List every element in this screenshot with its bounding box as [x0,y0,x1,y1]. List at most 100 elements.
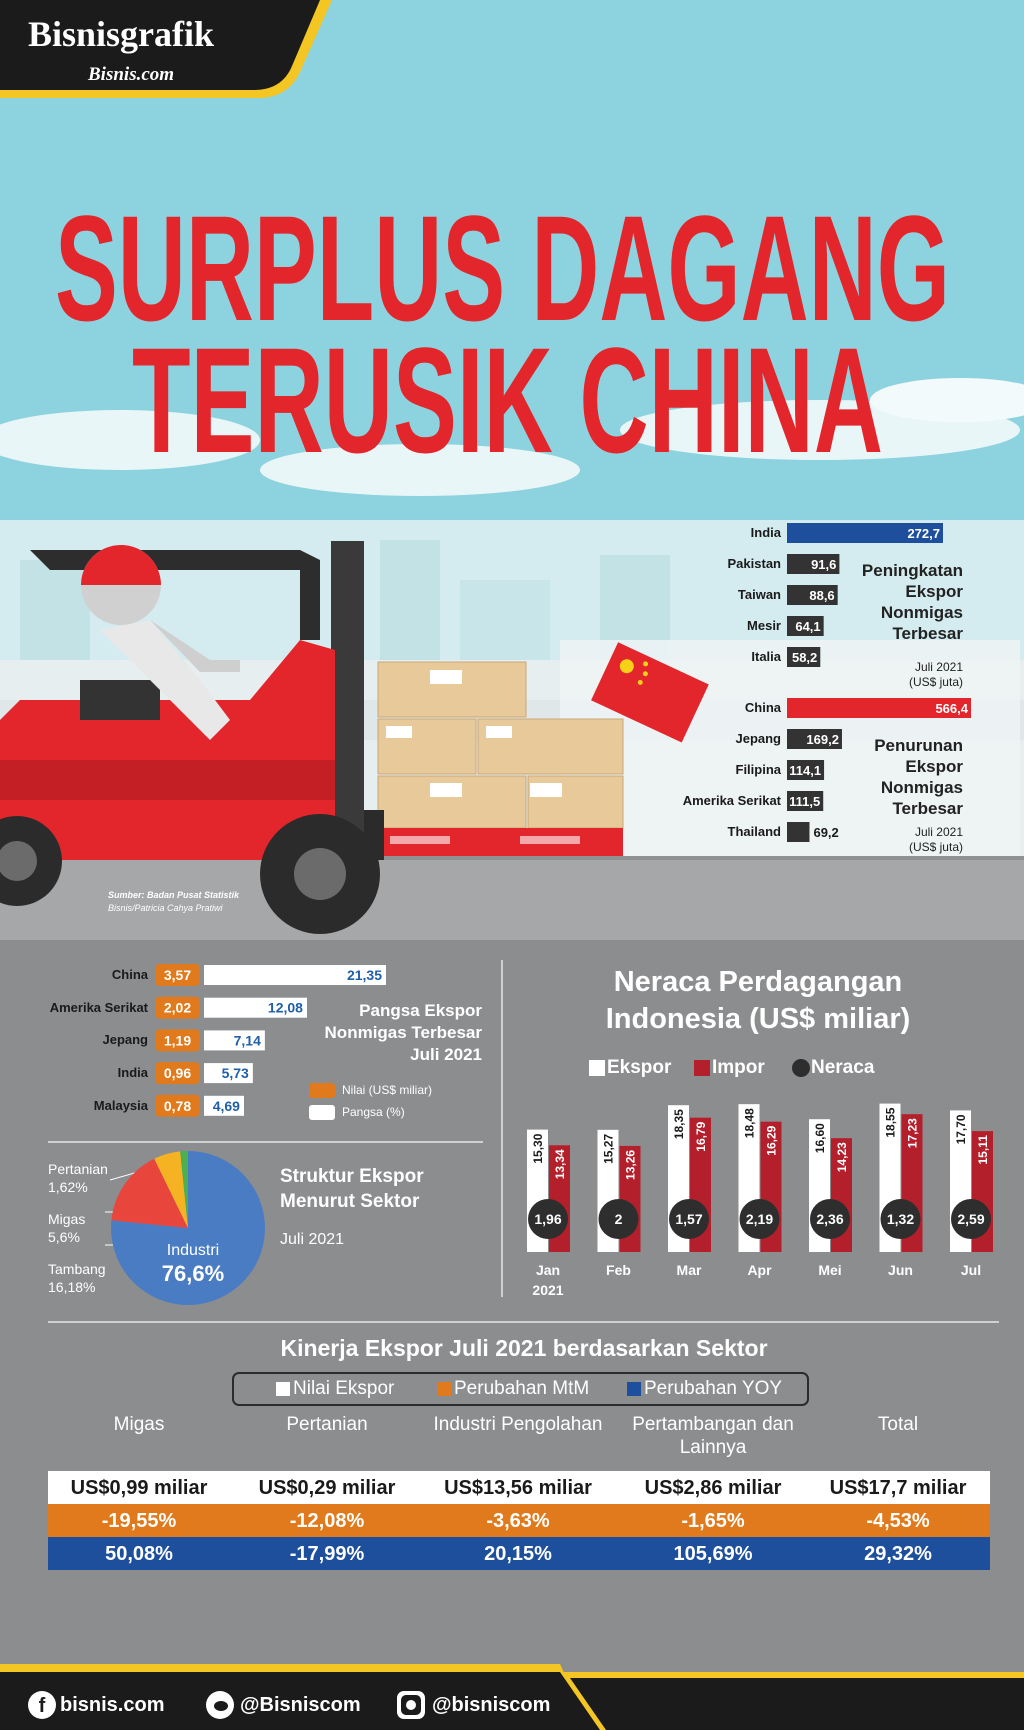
footer-bar-part [28,1691,56,1719]
value-label: 7,14 [234,1032,261,1048]
table-cell: -3,63% [486,1510,550,1532]
bar [156,1062,199,1085]
value-label: 1,96 [534,1211,561,1227]
brand-site: Bisnis.com [87,64,174,85]
value-label: 88,6 [809,588,834,603]
legend-marker [792,1059,810,1077]
category-label: Amerika Serikat [49,999,148,1015]
cargo-boxes-part [530,783,562,797]
category-label: Jul [960,1262,982,1278]
table-row [48,1537,990,1570]
forklift-part [0,760,335,800]
value-label: 64,1 [795,619,820,634]
balance-marker [951,1199,991,1239]
category-label: Mar [676,1262,702,1278]
ground-part [0,856,1024,860]
slice-value: 5,6% [48,1229,80,1245]
column-header: Total [877,1414,919,1435]
chart-subtitle: Juli 2021 [280,1231,345,1248]
bar [204,1095,244,1116]
value-label: 18,48 [743,1108,757,1138]
value-label: 2,02 [164,1000,191,1016]
chart-title: Pangsa Ekspor Nonmigas Terbesar Juli 202… [324,1001,482,1064]
value-label: 58,2 [792,650,817,665]
footer-bar-part [214,1701,228,1711]
value-label: 3,57 [164,967,191,983]
table-cell: US$2,86 miliar [644,1477,782,1499]
bar [787,729,842,749]
legend-label: Ekspor [607,1057,672,1078]
ground-part [0,858,1024,940]
pie-slice [180,1151,188,1228]
cargo-boxes-part [430,783,462,797]
value-label: 4,69 [213,1098,240,1114]
legend-label: Perubahan YOY [644,1378,783,1399]
value-label: 16,60 [813,1123,827,1153]
value-label: 15,27 [602,1134,616,1164]
category-label: China [111,967,148,982]
bar [204,1063,253,1084]
value-label: 16,29 [765,1125,779,1155]
category-label: Filipina [735,762,782,777]
legend-label: Nilai (US$ miliar) [342,1083,433,1097]
value-label: 13,34 [553,1149,567,1179]
bar [787,585,838,605]
legend-label: Perubahan MtM [454,1378,590,1399]
footer-bar-part: f [39,1695,46,1717]
china-flag-part [637,679,643,685]
table-cell: -17,99% [289,1543,365,1565]
bar [156,1029,199,1052]
footer-bar: f [0,1664,1024,1730]
bar [156,1094,199,1117]
value-label: 169,2 [806,732,839,747]
bar [156,996,199,1019]
chart-title: Penurunan Ekspor Nonmigas Terbesar [874,736,963,818]
table-row [48,1504,990,1537]
slice-value: 1,62% [48,1179,88,1195]
table-cell: -1,65% [681,1510,745,1532]
chart-subtitle: Juli 2021 (US$ juta) [908,660,963,689]
headline: TERUSIK CHINA [132,316,883,484]
slice-label: Tambang [48,1261,106,1277]
bar [787,760,825,780]
balance-marker [669,1199,709,1239]
forklift-part [80,680,160,720]
category-label: Thailand [727,824,781,839]
cargo-boxes-part [390,836,450,844]
legend-label: Pangsa (%) [342,1105,405,1119]
table-cell: 20,15% [484,1543,552,1565]
bar [787,554,840,574]
ground [0,856,1024,940]
source: Sumber: Badan Pusat Statistik [108,890,240,900]
value-label: 21,35 [347,967,382,983]
bar [156,964,199,986]
table-cell: 105,69% [673,1543,753,1565]
bar [787,791,824,811]
column-header: Industri Pengolahan [433,1414,603,1435]
legend-label: Nilai Ekspor [293,1378,395,1399]
slice-label: Industri [166,1242,220,1259]
legend-marker [276,1382,290,1396]
forklift-part [0,841,37,881]
balance-marker [528,1199,568,1239]
table-cell: US$17,7 miliar [829,1477,967,1499]
value-label: 18,55 [884,1107,898,1137]
china-flag-part [642,671,648,677]
headline: SURPLUS DAGANG [55,184,950,352]
value-label: 272,7 [907,526,940,541]
table-cell: US$0,29 miliar [258,1477,396,1499]
forklift-part [100,620,230,740]
table-cell: 29,32% [864,1543,932,1565]
table-cell: -4,53% [866,1510,930,1532]
brand-tab [0,0,332,98]
legend-marker [694,1060,710,1076]
forklift-part [294,848,346,900]
value-label: 111,5 [789,794,820,809]
value-label: 15,11 [976,1135,990,1165]
table-cell: US$0,99 miliar [70,1477,208,1499]
china-flag [591,642,709,743]
footer-handle: @Bisniscom [240,1694,361,1716]
value-label: 12,08 [268,1000,303,1016]
